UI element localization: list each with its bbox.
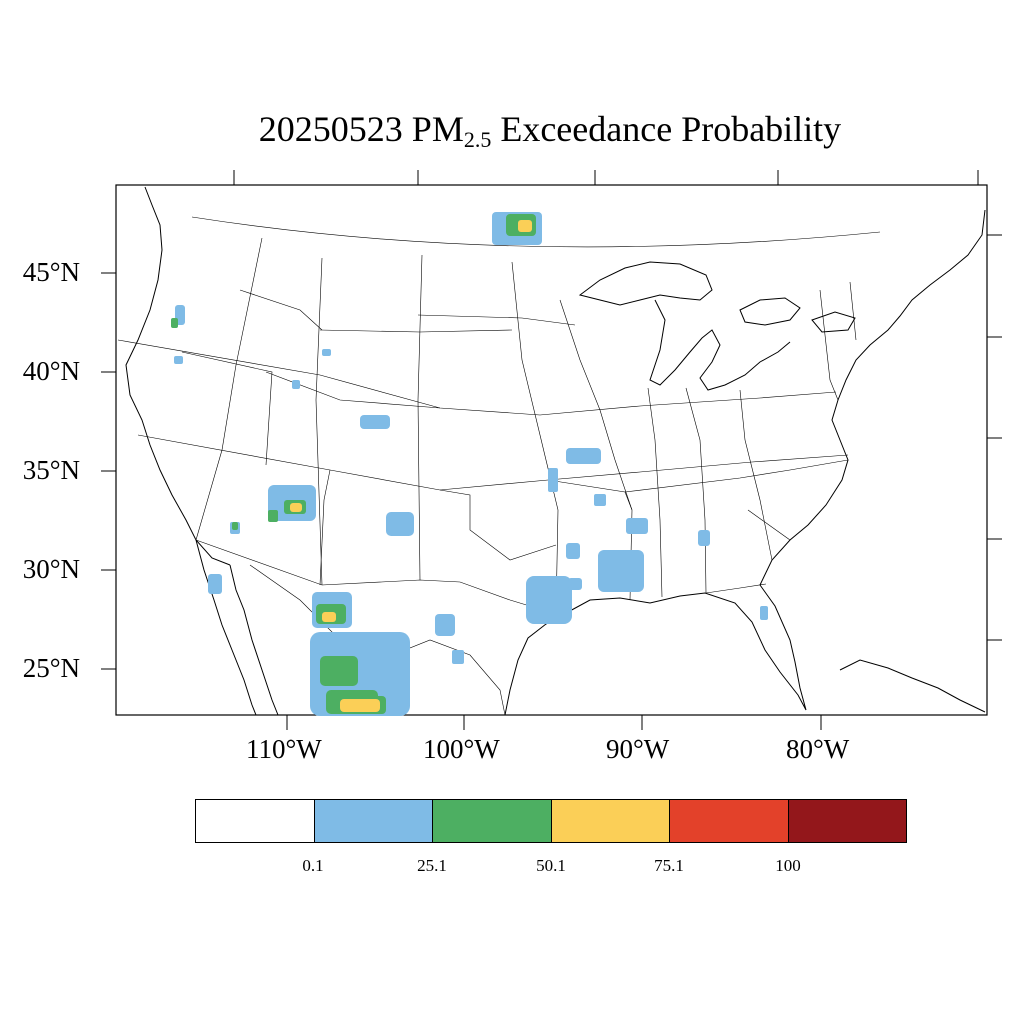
lat-label-45: 45°N bbox=[22, 257, 80, 287]
lon-label-80: 80°W bbox=[786, 734, 850, 764]
map-ticks bbox=[101, 170, 1002, 730]
colorbar-label-100: 100 bbox=[775, 856, 801, 875]
colorbar-label-25-1: 25.1 bbox=[417, 856, 447, 875]
state-boundaries bbox=[117, 216, 881, 716]
colorbar-label-0-1: 0.1 bbox=[302, 856, 324, 875]
colorbar-label-75-1: 75.1 bbox=[654, 856, 684, 875]
lon-label-110: 110°W bbox=[246, 734, 322, 764]
colorbar-box-darkred bbox=[788, 800, 906, 842]
title-subscript: 2.5 bbox=[463, 127, 492, 152]
lon-label-90: 90°W bbox=[606, 734, 670, 764]
lat-label-35: 35°N bbox=[22, 455, 80, 485]
colorbar-box-white bbox=[196, 800, 315, 842]
lat-label-40: 40°N bbox=[22, 356, 80, 386]
prob-cat-0-1 bbox=[174, 212, 768, 716]
title-date: 20250523 bbox=[258, 109, 403, 149]
map-title: 20250523 PM2.5 Exceedance Probability bbox=[0, 108, 1024, 153]
colorbar bbox=[195, 799, 907, 843]
colorbar-box-red bbox=[670, 800, 789, 842]
coastline bbox=[125, 186, 986, 716]
map-frame bbox=[115, 184, 988, 716]
colorbar-box-yellow bbox=[551, 800, 670, 842]
lat-label-25: 25°N bbox=[22, 653, 80, 683]
lon-label-100: 100°W bbox=[423, 734, 500, 764]
title-pm: PM bbox=[411, 109, 464, 149]
colorbar-box-blue bbox=[314, 800, 433, 842]
lat-label-30: 30°N bbox=[22, 554, 80, 584]
title-rest: Exceedance Probability bbox=[500, 109, 842, 149]
prob-cat-50-1 bbox=[290, 220, 532, 712]
colorbar-label-50-1: 50.1 bbox=[536, 856, 566, 875]
colorbar-box-green bbox=[433, 800, 552, 842]
